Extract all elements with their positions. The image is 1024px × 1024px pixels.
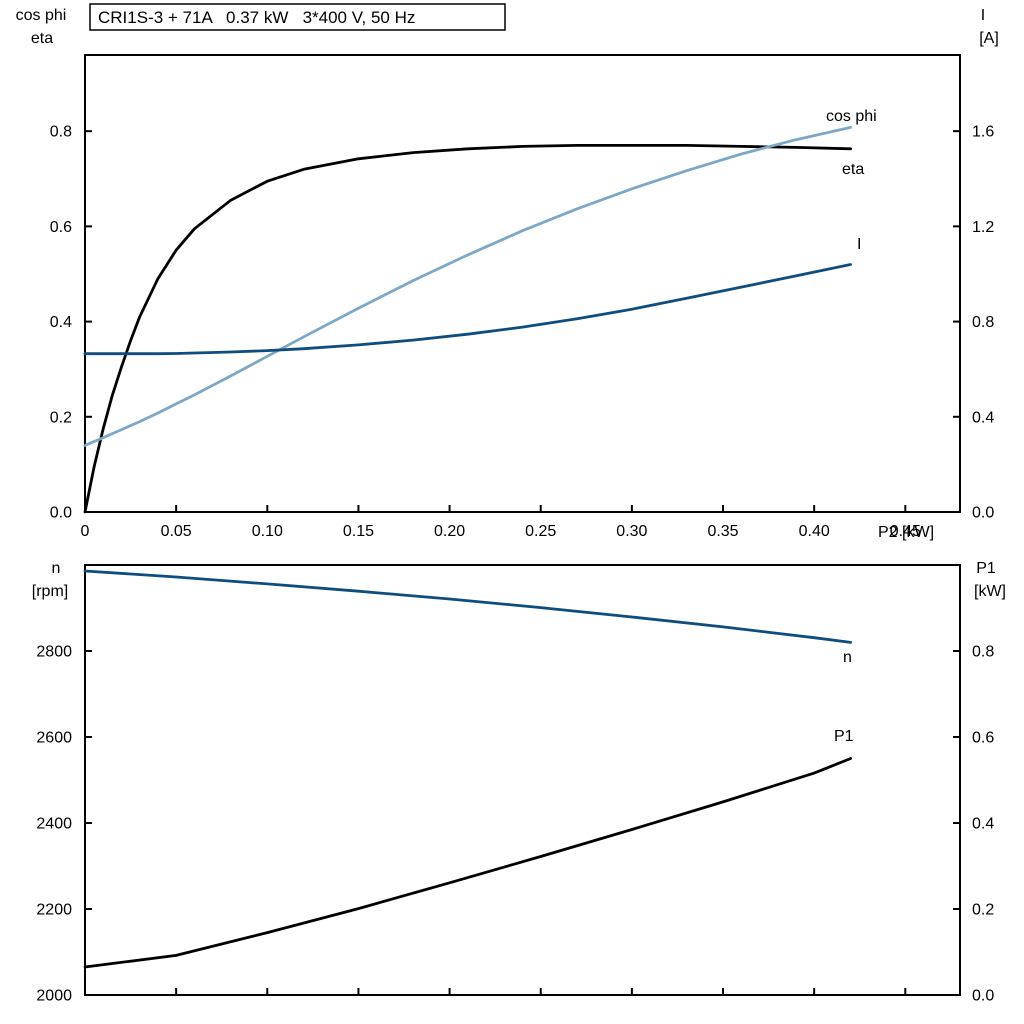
bottom-right-axis-label-line2: [kW] (974, 583, 1006, 600)
y-tick-label: 0.0 (972, 988, 994, 1005)
y-tick-label: 2400 (36, 816, 72, 833)
plot-bottom: 2000 2200 2400 2600 2800 0.0 0.2 0.4 0.6 0.8 n P1 (36, 564, 994, 1005)
y-tick-label: 0.4 (972, 409, 994, 426)
top-left-axis-label-line1: cos phi (16, 7, 67, 24)
top-left-axis-label-line2: eta (31, 30, 53, 47)
y-tick-label: 1.6 (972, 124, 994, 141)
y-tick-label: 2200 (36, 902, 72, 919)
curve-cos_phi (83, 126, 852, 447)
bottom-right-axis-label-line1: P1 (976, 560, 996, 577)
y-tick-label: 0.8 (50, 124, 72, 141)
y-tick-label: 0.6 (972, 730, 994, 747)
x-tick-label: 0.25 (525, 523, 556, 540)
chart-title: CRI1S-3 + 71A 0.37 kW 3*400 V, 50 Hz (98, 8, 415, 27)
y-tick-label: 0.0 (50, 505, 72, 522)
top-right-axis-label-line1: I (981, 7, 985, 24)
y-tick-label: 0.6 (50, 219, 72, 236)
y-tick-label: 0.4 (50, 314, 72, 331)
x-tick-label: 0.10 (252, 523, 283, 540)
x-tick-label: 0.15 (343, 523, 374, 540)
y-tick-label: 0.8 (972, 644, 994, 661)
y-tick-label: 2000 (36, 988, 72, 1005)
y-tick-label: 0.4 (972, 816, 994, 833)
y-tick-label: 0.2 (50, 409, 72, 426)
x-axis-label: P2 [kW] (878, 524, 934, 541)
top-right-axis-label-line2: [A] (979, 30, 999, 47)
x-tick-label: 0.35 (707, 523, 738, 540)
curve-P1 (83, 757, 852, 969)
x-tick-label: 0.40 (799, 523, 830, 540)
y-tick-label: 2800 (36, 644, 72, 661)
title-box (89, 3, 506, 31)
curve-eta (83, 143, 852, 514)
curve-label-n: n (843, 649, 852, 666)
x-tick-label: 0.30 (616, 523, 647, 540)
x-tick-label: 0.05 (161, 523, 192, 540)
y-tick-label: 1.2 (972, 219, 994, 236)
curve-label-cos_phi: cos phi (826, 108, 877, 125)
y-tick-label: 0.8 (972, 314, 994, 331)
x-tick-label: 0.20 (434, 523, 465, 540)
bottom-left-axis-label-line2: [rpm] (32, 583, 68, 600)
y-tick-label: 2600 (36, 730, 72, 747)
curve-label-I: I (857, 236, 861, 253)
bottom-left-axis-label-line1: n (52, 560, 61, 577)
y-tick-label: 0.2 (972, 902, 994, 919)
curve-label-P1: P1 (834, 728, 854, 745)
plot-frame (84, 564, 961, 996)
plot-top: 0 0.05 0.10 0.15 0.20 0.25 0.30 0.35 0.40 0.45 0.0… (50, 54, 994, 540)
curve-n (83, 569, 852, 644)
curve-label-eta: eta (842, 161, 864, 178)
curve-I (83, 263, 852, 356)
x-tick-label: 0.45 (890, 523, 921, 540)
plot-frame (84, 54, 961, 513)
y-tick-label: 0.0 (972, 505, 994, 522)
x-tick-label: 0 (81, 523, 90, 540)
